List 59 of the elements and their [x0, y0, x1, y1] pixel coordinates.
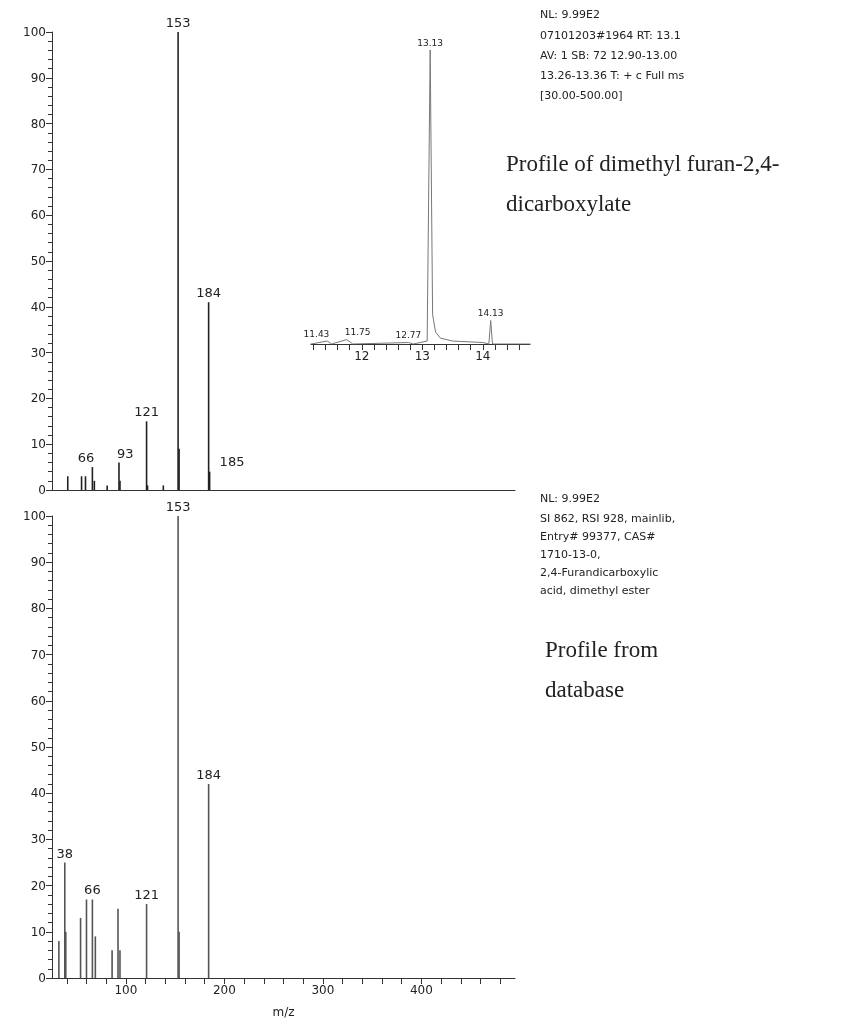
- y-tick-label: 90: [30, 555, 46, 570]
- text: NL: 9.99E2: [540, 492, 601, 505]
- annotation: 153: [165, 499, 191, 514]
- text: Profile from database: [545, 636, 660, 704]
- x-axis-title: m/z: [272, 1005, 295, 1019]
- y-tick-label: 30: [30, 832, 46, 847]
- text: 2,4-Furandicarboxylic: [540, 566, 659, 579]
- y-tick-label: 10: [30, 924, 46, 939]
- y-tick-label: 20: [30, 391, 46, 406]
- annotation: 184: [196, 285, 222, 301]
- x-tick-label: 400: [409, 983, 433, 997]
- annotation: 14.13: [477, 307, 504, 318]
- y-tick-label: 100: [23, 509, 46, 523]
- text: acid, dimethyl ester: [540, 584, 650, 597]
- annotation: 121: [134, 887, 159, 903]
- text: 13.26-13.36 T: + c Full ms: [540, 69, 685, 82]
- y-tick-label: 60: [30, 208, 46, 223]
- y-tick-label: 20: [30, 878, 46, 893]
- y-tick-label: 70: [30, 647, 46, 662]
- annotation: 11.43: [303, 328, 330, 339]
- text: NL: 9.99E2: [540, 8, 601, 21]
- y-tick-label: 80: [30, 116, 46, 131]
- x-tick-label: 13: [414, 349, 430, 363]
- annotation: Profile of dimethyl furan-2,4-dicarboxylate: [506, 150, 781, 218]
- y-tick-label: 80: [30, 601, 46, 616]
- y-tick-label: 90: [30, 70, 46, 85]
- annotation: 93: [116, 445, 134, 461]
- x-tick-label: 12: [354, 349, 370, 363]
- annotation: 38: [56, 845, 74, 861]
- text: AV: 1 SB: 72 12.90-13.00: [540, 49, 678, 62]
- y-tick-label: 30: [30, 345, 46, 360]
- y-tick-label: 60: [30, 693, 46, 708]
- annotation: 153: [165, 15, 191, 30]
- y-tick-label: 0: [38, 483, 46, 497]
- annotation: 185: [219, 453, 245, 469]
- annotation: 184: [196, 766, 222, 782]
- y-tick-label: 40: [30, 299, 46, 314]
- x-tick-label: 300: [311, 983, 335, 997]
- y-tick-label: 10: [30, 437, 46, 452]
- y-tick-label: 100: [23, 25, 46, 39]
- text: [30.00-500.00]: [540, 89, 623, 102]
- x-tick-label: 14: [475, 349, 491, 363]
- x-tick-label: 200: [212, 983, 236, 997]
- y-tick-label: 50: [30, 254, 46, 268]
- annotation: 12.77: [395, 330, 422, 341]
- annotation: 66: [77, 450, 95, 466]
- annotation: 66: [84, 882, 101, 898]
- y-tick-label: 40: [30, 786, 46, 801]
- y-tick-label: 50: [30, 740, 46, 754]
- text: 1710-13-0,: [540, 548, 601, 561]
- annotation: 11.75: [344, 327, 371, 338]
- text: SI 862, RSI 928, mainlib,: [540, 512, 676, 525]
- annotation: 121: [134, 404, 159, 420]
- y-tick-label: 0: [38, 971, 46, 985]
- y-tick-label: 70: [30, 162, 46, 177]
- annotation: 13.13: [417, 37, 444, 48]
- text: Entry# 99377, CAS#: [540, 530, 656, 543]
- x-tick-label: 100: [114, 983, 138, 997]
- text: 07101203#1964 RT: 13.1: [540, 29, 681, 42]
